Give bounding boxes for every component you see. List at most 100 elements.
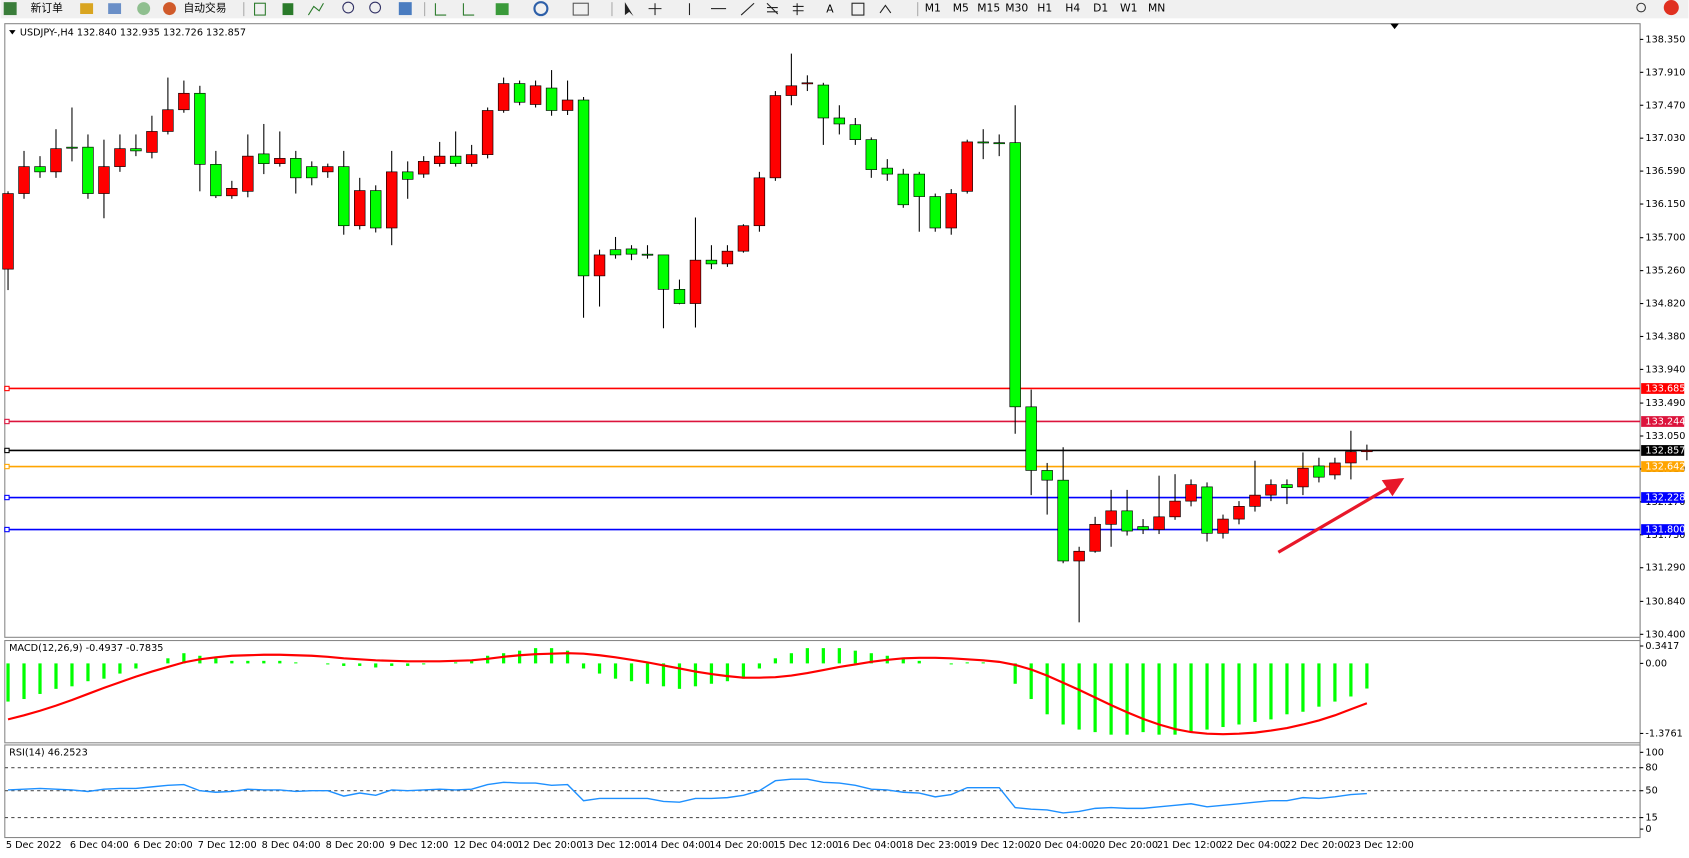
candle-body [354,190,366,227]
candle-body [1281,484,1293,488]
x-tick-label: 22 Dec 20:00 [1285,840,1350,851]
line-chart-icon[interactable] [307,2,324,16]
notification-badge[interactable] [1663,0,1679,16]
fibo-icon[interactable] [792,3,804,16]
templates-icon[interactable] [572,2,589,16]
candle-body [689,259,702,304]
macd-bar [805,648,809,664]
text-tool[interactable]: A [826,3,834,16]
shift-marker [1390,23,1399,30]
candle-body [481,110,494,155]
auto-trading-button[interactable]: 自动交易 [184,2,227,15]
macd-bar [949,663,953,665]
timeframe-group: M1 M5 M15 M30 H1 H4 D1 W1 MN [925,2,1166,15]
macd-bar [757,663,762,669]
candle-body [1169,500,1181,518]
macd-bar [965,662,969,664]
candle-body [641,253,654,256]
macd-bar [454,662,458,664]
auto-trading-icon[interactable] [163,2,176,16]
timeframe-button[interactable]: MN [1148,2,1165,15]
arrow-shaft [1277,484,1394,554]
candle-body [226,187,238,197]
price-line-handle [4,385,10,392]
candle-body [561,99,574,111]
x-tick-label: 20 Dec 20:00 [1093,840,1158,851]
timeframe-button[interactable]: H4 [1065,2,1080,15]
indicators-icon[interactable] [495,3,509,16]
autoscroll-icon[interactable] [434,3,447,16]
x-tick-label: 18 Dec 23:00 [901,840,966,851]
x-tick-label: 6 Dec 04:00 [70,840,129,851]
macd-bar [182,653,186,664]
macd-bar [102,663,106,679]
bar-chart-icon[interactable] [254,2,266,16]
arrows-tool[interactable] [879,4,892,14]
candle-body [417,161,430,175]
candle-body [98,166,110,194]
toolbar-bg [0,0,1689,19]
cursor-icon[interactable] [624,2,634,17]
y-tick-label: 134.380 [1645,331,1685,342]
macd-bar [1045,663,1049,715]
candle-body [593,254,606,277]
candle-icon[interactable] [282,3,294,16]
new-order-button[interactable]: 新订单 [31,2,64,15]
macd-bar [901,658,905,664]
macd-bar [38,663,42,694]
candle-body [993,142,1005,145]
macd-bar [246,660,250,664]
macd-bar [1077,663,1081,730]
channel-icon[interactable] [766,2,779,15]
crosshair-icon[interactable] [648,3,662,16]
candle-body [162,109,174,132]
timeframe-button[interactable]: M15 [977,2,1000,15]
macd-bar [358,663,362,666]
label-tool[interactable] [851,2,865,16]
macd-bar [1141,663,1145,733]
timeframe-button[interactable]: M1 [925,2,941,15]
macd-bar [390,663,394,666]
x-tick-label: 5 Dec 2022 [6,840,62,851]
y-tick-label: 131.290 [1645,563,1685,574]
price-line-handle [4,463,10,470]
candle-body [1073,550,1085,562]
timeframe-button[interactable]: W1 [1120,2,1137,15]
timeframe-button[interactable]: H1 [1037,2,1052,15]
candle-body [258,153,270,164]
shift-icon[interactable] [462,3,475,16]
periods-icon[interactable] [533,1,549,17]
candle-body [178,92,190,111]
zoom-in-icon[interactable] [342,1,355,14]
x-tick-label: 9 Dec 12:00 [390,840,449,851]
icon[interactable] [137,2,151,16]
y-tick-label: 137.910 [1645,67,1685,78]
candle-body [1105,510,1117,525]
plot-layers: 138.350 137.910 137.470 137.030 136.590 136.1… [2,34,1685,851]
search-icon[interactable] [1636,2,1646,13]
timeframe-button[interactable]: M5 [953,2,969,15]
y-tick-label: 80 [1645,763,1657,774]
macd-bar [166,658,170,664]
candle-body [50,148,62,173]
tile-icon[interactable] [398,2,412,16]
macd-bar [1333,663,1337,702]
candle-body [849,124,862,140]
timeframe-button[interactable]: M30 [1005,2,1028,15]
macd-bar [981,662,985,664]
macd-bar [1301,663,1305,712]
candle-body [865,139,878,170]
candle-body [721,250,734,265]
candle-body [801,82,814,85]
zoom-out-icon[interactable] [369,1,382,14]
trendline-icon[interactable] [740,2,755,16]
candle-body [1361,450,1373,453]
price-label: 132.642 [1645,462,1685,473]
icon[interactable] [108,3,122,14]
macd-bar [6,663,10,702]
timeframe-button[interactable]: D1 [1093,2,1108,15]
icon[interactable] [80,3,94,14]
chart-title: USDJPY-,H4 132.840 132.935 132.726 132.8… [20,27,246,38]
new-order-icon[interactable] [3,2,17,16]
candle-body [1009,142,1021,408]
